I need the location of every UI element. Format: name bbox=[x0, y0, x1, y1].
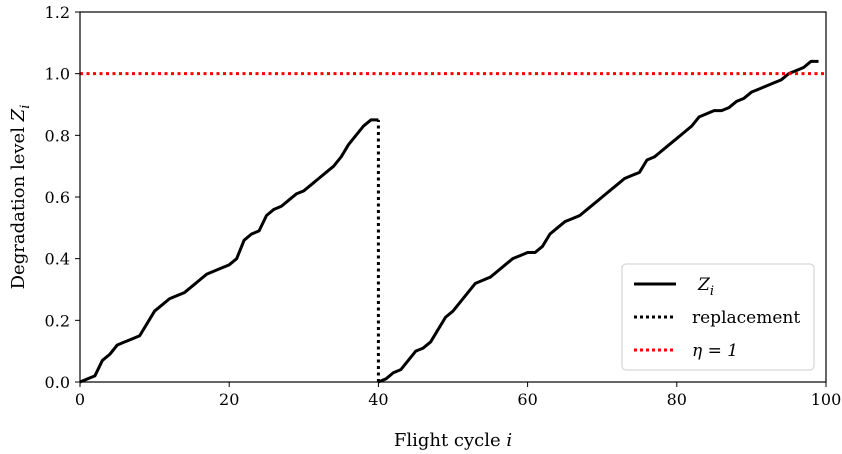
y-tick-label: 0.6 bbox=[45, 188, 70, 207]
series-line-zi bbox=[79, 118, 379, 384]
legend-label-eta: η = 1 bbox=[692, 341, 738, 361]
x-tick-label: 40 bbox=[368, 390, 388, 409]
x-tick-label: 20 bbox=[219, 390, 239, 409]
x-tick-label: 60 bbox=[517, 390, 537, 409]
legend-label-zi: Zi bbox=[697, 275, 714, 299]
legend-box bbox=[621, 263, 815, 371]
y-tick-label: 1.2 bbox=[45, 3, 70, 22]
axes-frame bbox=[79, 11, 827, 383]
plot-area: 0 20 40 60 80 100 0.0 0.2 0.4 0.6 0.8 1.0 1.2 bbox=[45, 3, 842, 409]
y-tick-label: 1.0 bbox=[45, 65, 70, 84]
y-tick-label: 0.4 bbox=[45, 250, 70, 269]
x-tick-label: 0 bbox=[75, 390, 85, 409]
y-tick-label: 0.0 bbox=[45, 373, 70, 392]
x-tick-label: 100 bbox=[811, 390, 842, 409]
y-axis-label: Degradation level Zi bbox=[8, 105, 33, 290]
legend: Zi replacement η = 1 bbox=[621, 263, 815, 371]
legend-label-replacement: replacement bbox=[692, 308, 800, 328]
series-line-zi bbox=[377, 59, 819, 384]
x-axis-label: Flight cycle i bbox=[394, 430, 512, 451]
y-tick-label: 0.2 bbox=[45, 311, 70, 330]
x-tick-label: 80 bbox=[667, 390, 687, 409]
y-tick-label: 0.8 bbox=[45, 126, 70, 145]
